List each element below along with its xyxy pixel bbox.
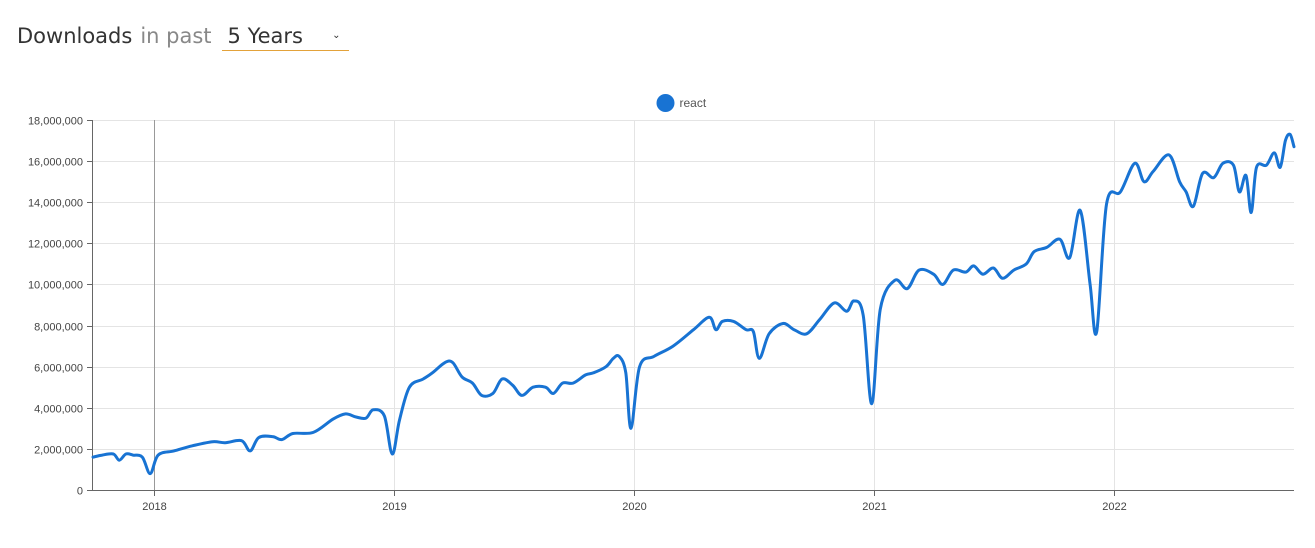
x-axis-labels: 2018 2019 2020 2021 2022: [142, 501, 1126, 513]
legend-label[interactable]: react: [680, 96, 707, 110]
x-tick-label: 2019: [382, 501, 406, 513]
x-tick-label: 2020: [622, 501, 646, 513]
page-title: Downloads: [17, 24, 133, 48]
time-range-select[interactable]: 5 Years ⌄: [221, 21, 349, 51]
y-tick-label: 18,000,000: [28, 116, 83, 128]
x-gridlines: [154, 120, 1115, 490]
downloads-header: Downloads in past 5 Years ⌄: [17, 20, 349, 52]
y-tick-label: 6,000,000: [34, 363, 83, 375]
x-tick-label: 2022: [1102, 501, 1126, 513]
y-tick-label: 14,000,000: [28, 198, 83, 210]
chevron-down-icon[interactable]: ⌄: [332, 30, 341, 41]
y-tick-label: 12,000,000: [28, 239, 83, 251]
legend-marker[interactable]: [656, 94, 675, 112]
axes: [87, 120, 1294, 496]
legend[interactable]: react: [656, 94, 707, 112]
y-tick-label: 10,000,000: [28, 280, 83, 292]
time-range-value: 5 Years: [227, 23, 303, 48]
y-tick-label: 0: [77, 486, 83, 498]
y-gridlines: [93, 120, 1294, 450]
y-tick-label: 4,000,000: [34, 404, 83, 416]
x-tick-label: 2018: [142, 501, 166, 513]
series-line-react: [91, 132, 1296, 476]
y-axis-labels: 0 2,000,000 4,000,000 6,000,000 8,000,000 10,…: [28, 116, 83, 498]
x-tick-label: 2021: [862, 501, 886, 513]
y-tick-label: 16,000,000: [28, 157, 83, 169]
y-tick-label: 2,000,000: [34, 445, 83, 457]
series-group: [91, 132, 1296, 476]
y-tick-label: 8,000,000: [34, 322, 83, 334]
page-subtitle: in past: [140, 24, 212, 48]
